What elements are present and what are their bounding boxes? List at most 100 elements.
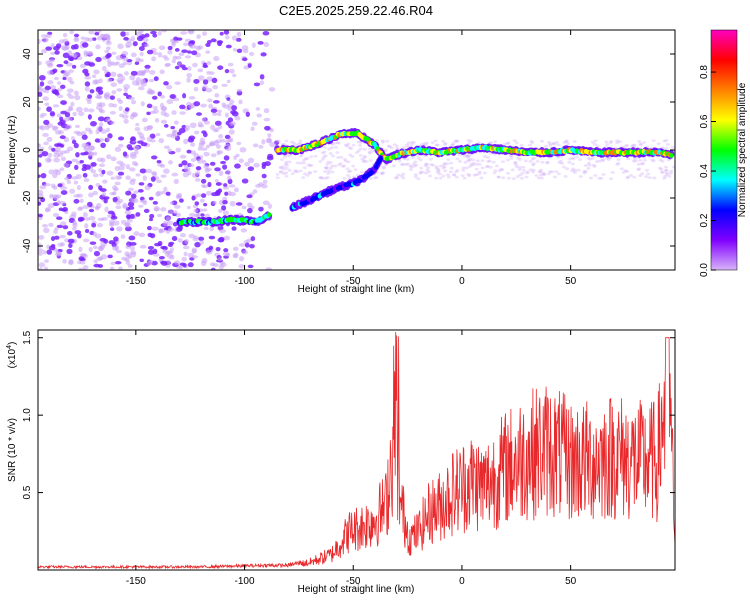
noise-dot	[118, 136, 125, 141]
noise-dot	[295, 161, 300, 165]
noise-dot	[125, 175, 131, 180]
noise-dot	[554, 170, 559, 173]
noise-dot	[66, 146, 74, 152]
spectrogram-y-label: Frequency (Hz)	[7, 116, 18, 185]
noise-dot	[471, 158, 476, 162]
noise-dot	[101, 192, 107, 198]
noise-dot	[328, 161, 333, 165]
noise-dot	[664, 171, 669, 175]
noise-dot	[173, 210, 178, 215]
noise-dot	[41, 38, 48, 43]
noise-dot	[195, 171, 201, 176]
noise-dot	[416, 156, 421, 160]
noise-dot	[148, 79, 155, 83]
noise-dot	[197, 68, 204, 73]
noise-dot	[226, 97, 231, 101]
noise-dot	[590, 157, 595, 160]
noise-dot	[42, 250, 47, 255]
noise-dot	[217, 112, 222, 117]
noise-dot	[385, 139, 390, 143]
noise-dot	[329, 146, 334, 150]
chart-title: C2E5.2025.259.22.46.R04	[279, 3, 433, 18]
noise-dot	[146, 103, 153, 109]
noise-dot	[84, 223, 89, 229]
noise-dot	[347, 146, 352, 150]
noise-dot	[238, 264, 245, 269]
noise-dot	[359, 170, 364, 174]
noise-dot	[139, 244, 147, 249]
noise-dot	[118, 143, 124, 148]
noise-dot	[287, 168, 292, 172]
noise-dot	[115, 200, 121, 205]
noise-dot	[177, 62, 182, 66]
noise-dot	[342, 177, 347, 180]
noise-dot	[480, 166, 485, 170]
noise-dot	[134, 127, 141, 132]
noise-dot	[73, 198, 80, 204]
noise-dot	[226, 175, 232, 181]
noise-dot	[424, 162, 429, 166]
noise-dot	[84, 86, 90, 92]
noise-dot	[301, 161, 306, 165]
noise-dot	[166, 133, 173, 138]
noise-dot	[159, 102, 165, 108]
noise-dot	[214, 127, 220, 133]
noise-dot	[251, 121, 258, 126]
noise-dot	[486, 160, 491, 163]
noise-dot	[592, 142, 597, 146]
noise-dot	[75, 151, 80, 158]
noise-dot	[196, 158, 204, 164]
noise-dot	[485, 165, 490, 169]
noise-dot	[109, 95, 116, 100]
spectrogram-x-label: Height of straight line (km)	[298, 284, 415, 295]
noise-dot	[239, 255, 245, 262]
noise-dot	[223, 155, 230, 161]
noise-dot	[565, 167, 570, 171]
noise-dot	[102, 179, 108, 184]
noise-dot	[103, 198, 108, 204]
noise-dot	[318, 160, 323, 163]
noise-dot	[223, 248, 229, 253]
noise-dot	[165, 191, 171, 196]
noise-dot	[331, 154, 336, 158]
noise-dot	[56, 87, 63, 92]
y-tick-label: 0	[22, 147, 33, 153]
noise-dot	[344, 144, 349, 148]
noise-dot	[211, 112, 218, 116]
noise-dot	[470, 163, 475, 167]
noise-dot	[130, 70, 138, 76]
noise-dot	[73, 194, 81, 198]
noise-dot	[226, 79, 231, 84]
noise-dot	[480, 159, 485, 163]
noise-dot	[548, 144, 553, 147]
noise-dot	[195, 178, 201, 182]
noise-dot	[144, 64, 151, 69]
noise-dot	[96, 126, 102, 131]
noise-dot	[165, 216, 171, 222]
noise-dot	[265, 267, 273, 270]
noise-dot	[418, 170, 423, 174]
noise-dot	[610, 171, 615, 174]
noise-dot	[193, 208, 199, 213]
noise-dot	[123, 87, 129, 93]
noise-dot	[158, 45, 166, 51]
noise-dot	[144, 185, 151, 191]
noise-dot	[246, 194, 253, 199]
noise-dot	[305, 174, 310, 177]
noise-dot	[562, 141, 567, 144]
noise-dot	[88, 208, 95, 213]
noise-dot	[160, 119, 168, 124]
noise-dot	[222, 104, 230, 109]
noise-dot	[263, 108, 270, 114]
noise-dot	[121, 76, 126, 82]
noise-dot	[500, 160, 505, 164]
noise-dot	[284, 171, 289, 175]
noise-dot	[430, 141, 435, 144]
noise-dot	[633, 159, 638, 163]
noise-dot	[442, 165, 447, 169]
noise-dot	[77, 260, 82, 265]
noise-dot	[205, 87, 213, 93]
noise-dot	[100, 129, 107, 134]
noise-dot	[309, 163, 314, 167]
noise-dot	[518, 173, 523, 177]
